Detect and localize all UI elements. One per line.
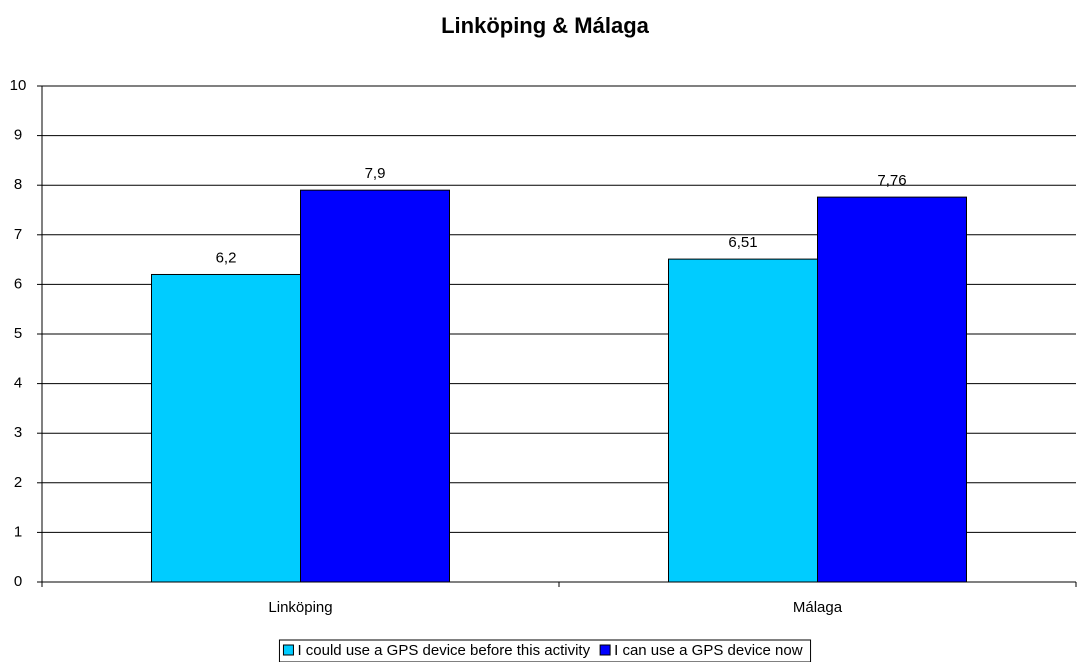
y-tick-label: 8 — [14, 176, 22, 193]
y-tick-label: 6 — [14, 275, 22, 292]
legend-swatch — [282, 644, 294, 656]
y-tick-label: 1 — [14, 523, 22, 540]
y-tick-label: 4 — [14, 375, 22, 392]
y-tick-label: 5 — [14, 325, 22, 342]
data-label: 7,76 — [877, 172, 906, 189]
bar — [300, 189, 450, 583]
y-tick-label: 3 — [14, 424, 22, 441]
legend-swatch — [599, 644, 611, 656]
y-tick-label: 2 — [14, 474, 22, 491]
data-label: 6,2 — [216, 249, 237, 266]
y-tick-label: 10 — [10, 77, 27, 94]
bar — [668, 258, 818, 583]
bar — [817, 196, 967, 583]
y-tick-label: 7 — [14, 226, 22, 243]
data-label: 7,9 — [365, 165, 386, 182]
y-tick-label: 9 — [14, 127, 22, 144]
data-label: 6,51 — [728, 234, 757, 251]
x-tick-label: Málaga — [793, 599, 843, 616]
bar — [151, 273, 301, 583]
y-tick-label: 0 — [14, 573, 22, 590]
chart-title: Linköping & Málaga — [441, 13, 650, 38]
legend-box — [278, 639, 812, 662]
legend-label: I could use a GPS device before this act… — [297, 642, 590, 659]
legend-label: I can use a GPS device now — [614, 642, 803, 659]
x-tick-label: Linköping — [268, 599, 332, 616]
